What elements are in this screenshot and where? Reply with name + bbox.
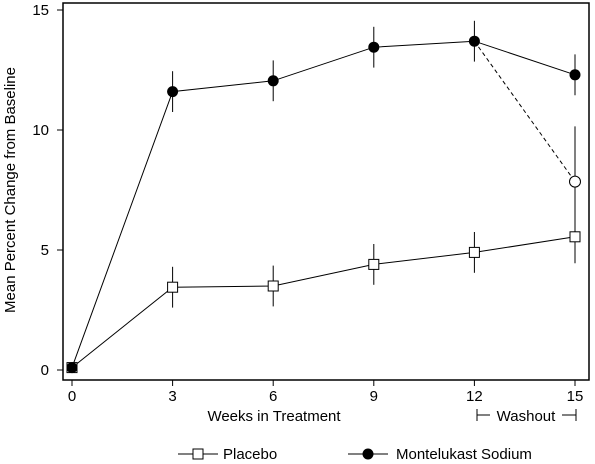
- series-line-placebo: [71, 236, 576, 368]
- data-point-montelukast: [167, 86, 179, 98]
- data-point-montelukast: [368, 41, 380, 53]
- washout-label: Washout: [497, 408, 556, 425]
- x-tick-label: 12: [466, 388, 483, 405]
- data-point-placebo: [167, 281, 179, 293]
- data-point-placebo: [468, 246, 480, 258]
- legend-placebo-marker: [192, 448, 204, 460]
- data-point-montelukast: [66, 362, 78, 374]
- plot-frame: [62, 2, 590, 381]
- data-point-placebo: [368, 258, 380, 270]
- x-tick-label: 9: [370, 388, 378, 405]
- data-point-placebo: [569, 231, 581, 243]
- x-tick-label: 0: [68, 388, 76, 405]
- legend-montelukast-marker: [362, 448, 374, 460]
- data-point-montelukast: [267, 75, 279, 87]
- x-tick-label: 15: [567, 388, 584, 405]
- data-point-montelukast: [468, 35, 480, 47]
- y-axis-label: Mean Percent Change from Baseline: [2, 67, 19, 313]
- data-point-montelukast: [569, 69, 581, 81]
- series-line-montelukast: [71, 40, 576, 368]
- legend: Placebo Montelukast Sodium: [178, 446, 532, 463]
- y-tick-label: 10: [32, 122, 49, 139]
- y-tick-label: 5: [41, 242, 49, 259]
- x-tick-label: 3: [168, 388, 176, 405]
- washout-bracket: Washout: [476, 408, 577, 425]
- data-point-placebo: [267, 280, 279, 292]
- legend-montelukast-label: Montelukast Sodium: [396, 446, 532, 463]
- data-point-washout: [569, 175, 581, 188]
- x-tick-label: 6: [269, 388, 277, 405]
- washout-dashed-line: [473, 40, 576, 182]
- y-tick-label: 0: [41, 362, 49, 379]
- legend-placebo-label: Placebo: [223, 446, 277, 463]
- y-tick-label: 15: [32, 2, 49, 19]
- x-axis-label: Weeks in Treatment: [207, 408, 341, 425]
